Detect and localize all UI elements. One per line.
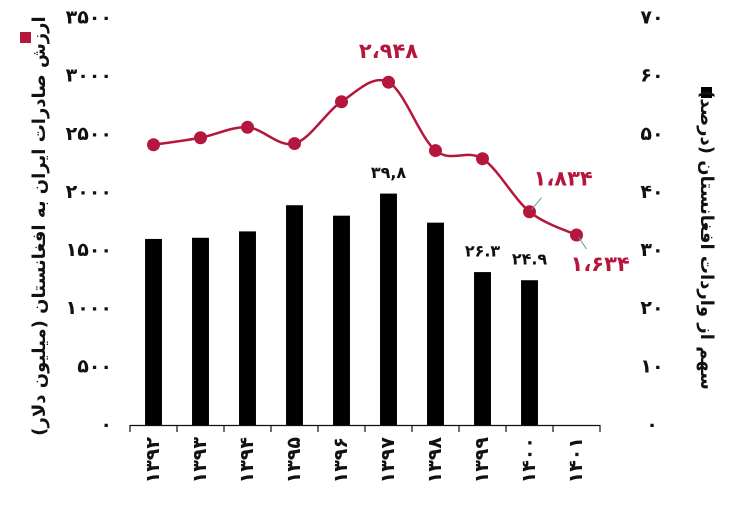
left-tick-label: ۱۰۰۰ xyxy=(66,297,112,319)
left-tick-label: ۳۰۰۰ xyxy=(66,65,112,87)
line-point xyxy=(382,75,395,89)
right-tick-label: ۳۰ xyxy=(640,239,663,261)
bar xyxy=(286,205,303,425)
x-axis: ۱۳۹۲ ۱۳۹۳ ۱۳۹۴ ۱۳۹۵ ۱۳۹۶ ۱۳۹۷ ۱۳۹۸ ۱۳۹۹ ۱۴۰۰ ۱۴۰۱ xyxy=(129,424,601,484)
left-tick-label: ۲۵۰۰ xyxy=(66,123,112,145)
label-leader-line xyxy=(531,197,542,211)
right-axis-title: سهم از واردات افغانستان (درصد) xyxy=(696,90,717,390)
bar xyxy=(427,222,444,425)
line-point xyxy=(429,144,442,158)
line-point xyxy=(476,152,489,166)
right-tick-label: ۱۰ xyxy=(640,355,663,377)
x-tick-label: ۱۳۹۵ xyxy=(283,437,305,484)
left-legend-marker xyxy=(20,32,31,43)
bar-data-label: ۲۴.۹ xyxy=(512,250,548,269)
line-point xyxy=(147,138,160,152)
right-tick-label: ۲۰ xyxy=(640,297,663,319)
line-series xyxy=(147,75,583,242)
left-tick-label: ۱۵۰۰ xyxy=(66,239,112,261)
bar xyxy=(192,237,209,425)
bar-series xyxy=(145,193,538,425)
x-tick-label: ۱۳۹۷ xyxy=(377,437,399,484)
right-legend-marker xyxy=(701,87,712,98)
left-axis-title: ارزش صادرات ایران به افغانستان (میلیون د… xyxy=(29,16,50,435)
line-data-label: ۲،۹۴۸ xyxy=(359,39,418,63)
bar xyxy=(380,193,397,425)
line-point xyxy=(288,137,301,151)
right-tick-label: ۴۰ xyxy=(640,181,663,203)
bar xyxy=(521,280,538,425)
bar xyxy=(333,215,350,425)
right-tick-label: ۵۰ xyxy=(640,123,663,145)
left-tick-label: ۰ xyxy=(100,414,112,436)
line-point xyxy=(335,95,348,109)
left-tick-label: ۳۵۰۰ xyxy=(66,7,112,29)
left-y-axis: ۰ ۵۰۰ ۱۰۰۰ ۱۵۰۰ ۲۰۰۰ ۲۵۰۰ ۳۰۰۰ ۳۵۰۰ xyxy=(66,7,112,436)
x-tick-label: ۱۳۹۲ xyxy=(142,437,164,484)
bar-data-label: ۳۹,۸ xyxy=(371,163,407,182)
line-data-label: ۱،۶۳۴ xyxy=(571,252,630,276)
left-tick-label: ۵۰۰ xyxy=(77,355,112,377)
x-tick-label: ۱۳۹۴ xyxy=(236,437,258,483)
right-tick-label: ۶۰ xyxy=(640,65,663,87)
line-point xyxy=(570,228,583,242)
x-tick-label: ۱۴۰۱ xyxy=(565,437,587,483)
right-y-axis: ۰ ۱۰ ۲۰ ۳۰ ۴۰ ۵۰ ۶۰ ۷۰ xyxy=(640,7,663,436)
line-point xyxy=(194,131,207,145)
bar-data-label: ۲۶.۳ xyxy=(465,242,501,261)
right-tick-label: ۰ xyxy=(646,414,658,436)
series-line xyxy=(153,79,578,237)
x-tick-label: ۱۳۹۳ xyxy=(189,437,211,484)
right-tick-label: ۷۰ xyxy=(640,7,663,29)
label-leader-line xyxy=(578,236,587,250)
line-point xyxy=(241,120,254,134)
data-labels: ۲،۹۴۸ ۱،۸۳۴ ۱،۶۳۴ ۳۹,۸ ۲۶.۳ ۲۴.۹ xyxy=(359,39,630,276)
left-tick-label: ۲۰۰۰ xyxy=(66,181,112,203)
x-tick-label: ۱۳۹۸ xyxy=(424,437,446,484)
bar xyxy=(239,231,256,425)
bar xyxy=(145,238,162,425)
x-tick-label: ۱۳۹۶ xyxy=(330,437,352,483)
line-data-label: ۱،۸۳۴ xyxy=(534,167,593,191)
x-tick-label: ۱۳۹۹ xyxy=(471,437,493,484)
bar xyxy=(474,272,491,425)
x-tick-label: ۱۴۰۰ xyxy=(518,437,540,483)
